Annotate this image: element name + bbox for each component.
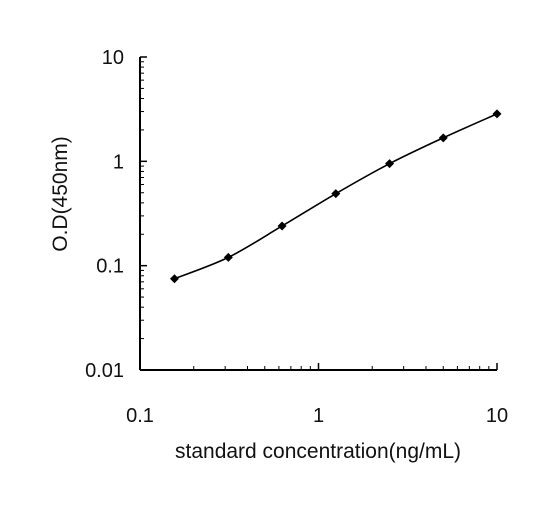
y-axis-title: O.D(450nm): [49, 136, 72, 252]
tick-labels: 0.01 0.1 1 10 0.1 1 10: [85, 47, 508, 427]
data-point: [223, 252, 233, 262]
x-tick-label: 0.1: [126, 405, 154, 427]
x-tick-label: 10: [486, 405, 508, 427]
y-tick-label: 0.01: [85, 360, 124, 382]
minor-ticks: [140, 61, 490, 370]
y-tick-label: 10: [102, 47, 124, 69]
data-point: [385, 159, 395, 169]
data-points: [169, 109, 502, 284]
data-point: [492, 109, 502, 119]
data-point: [331, 189, 341, 199]
x-axis-title: standard concentration(ng/mL): [175, 440, 461, 463]
data-point: [277, 221, 287, 231]
x-tick-label: 1: [313, 405, 324, 427]
y-tick-label: 0.1: [96, 256, 124, 278]
major-ticks: [139, 56, 498, 371]
data-point: [438, 133, 448, 143]
data-point: [169, 274, 179, 284]
y-tick-label: 1: [113, 151, 124, 173]
